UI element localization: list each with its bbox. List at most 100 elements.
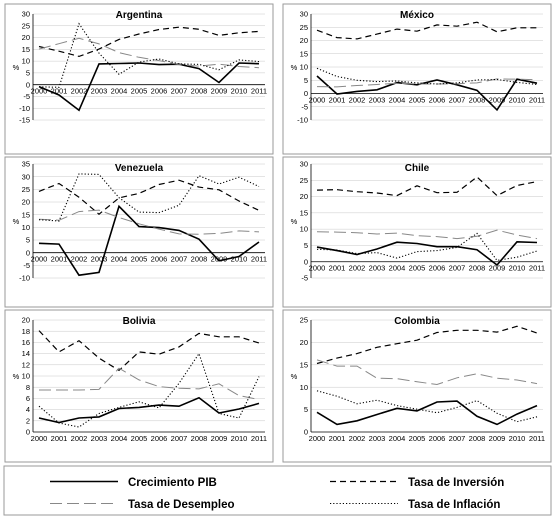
legend-label-unemp: Tasa de Desempleo [128, 499, 235, 511]
y-tick-label: 5 [26, 68, 30, 77]
y-tick-label: 18 [22, 327, 30, 336]
x-tick-label: 2003 [91, 87, 108, 96]
series-line-inv [38, 179, 260, 215]
y-axis-label: % [13, 63, 20, 72]
y-tick-label: 20 [22, 198, 30, 207]
y-tick-label: 25 [22, 21, 30, 30]
y-tick-label: 25 [300, 176, 308, 185]
y-tick-label: 5 [26, 236, 30, 245]
x-tick-label: 2009 [489, 434, 506, 443]
y-tick-label: 2 [26, 416, 30, 425]
y-tick-label: 15 [300, 208, 308, 217]
x-tick-label: 2003 [369, 264, 386, 273]
y-tick-label: 30 [300, 160, 308, 169]
y-tick-label: 15 [300, 360, 308, 369]
x-tick-label: 2006 [429, 264, 446, 273]
x-tick-label: 2005 [409, 264, 426, 273]
x-tick-label: 2005 [131, 434, 148, 443]
x-tick-label: 2006 [151, 87, 168, 96]
x-tick-label: 2010 [231, 255, 248, 264]
legend-label-infl: Tasa de Inflación [408, 499, 500, 511]
y-tick-label: -5 [23, 92, 30, 101]
y-tick-label: -10 [297, 116, 308, 125]
series-line-unemp [316, 229, 538, 240]
x-tick-label: 2001 [329, 264, 346, 273]
x-tick-label: 2000 [31, 434, 48, 443]
x-tick-label: 2008 [469, 264, 486, 273]
x-tick-label: 2007 [171, 434, 188, 443]
y-tick-label: -5 [301, 274, 308, 283]
x-tick-label: 2000 [31, 255, 48, 264]
legend-label-gdp: Crecimiento PIB [128, 477, 217, 489]
x-tick-label: 2007 [449, 434, 466, 443]
legend: Crecimiento PIB Tasa de Inversión Tasa d… [3, 465, 552, 516]
y-tick-label: 5 [304, 76, 308, 85]
x-tick-label: 2010 [231, 87, 248, 96]
series-line-gdp [316, 240, 538, 267]
y-tick-label: 20 [300, 338, 308, 347]
x-tick-label: 2004 [389, 264, 406, 273]
series-line-inv [38, 26, 260, 58]
x-tick-label: 2005 [131, 255, 148, 264]
x-tick-label: 2010 [509, 264, 526, 273]
series-line-inv [316, 325, 538, 365]
y-tick-label: 25 [300, 23, 308, 32]
y-tick-label: 16 [22, 338, 30, 347]
x-tick-label: 2002 [349, 264, 366, 273]
x-tick-label: 2000 [31, 87, 48, 96]
y-tick-label: 5 [304, 241, 308, 250]
series-line-unemp [316, 359, 538, 386]
x-tick-label: 2008 [191, 255, 208, 264]
x-tick-label: 2011 [251, 255, 267, 264]
series-line-gdp [316, 75, 538, 112]
chart-title-colombia: Colombia [394, 316, 440, 327]
y-tick-label: 12 [22, 360, 30, 369]
y-tick-label: 10 [22, 57, 30, 66]
y-tick-label: 20 [22, 33, 30, 42]
y-axis-label: % [291, 63, 298, 72]
x-tick-label: 2005 [409, 434, 426, 443]
x-tick-label: 2000 [309, 434, 326, 443]
panel-border [4, 3, 274, 155]
y-tick-label: 0 [26, 428, 30, 437]
x-tick-label: 2009 [211, 255, 228, 264]
x-tick-label: 2004 [111, 87, 128, 96]
x-tick-label: 2003 [91, 434, 108, 443]
y-tick-label: -5 [23, 261, 30, 270]
x-tick-label: 2008 [191, 434, 208, 443]
y-axis-label: % [13, 217, 20, 226]
y-tick-label: 6 [26, 394, 30, 403]
x-tick-label: 2004 [389, 434, 406, 443]
y-tick-label: 30 [22, 172, 30, 181]
y-tick-label: 10 [300, 63, 308, 72]
x-tick-label: 2001 [51, 255, 68, 264]
x-tick-label: 2011 [251, 87, 267, 96]
x-tick-label: 2011 [529, 264, 545, 273]
x-tick-label: 2009 [489, 264, 506, 273]
x-tick-label: 2007 [449, 96, 466, 105]
y-tick-label: 20 [22, 316, 30, 325]
series-line-gdp [316, 400, 538, 426]
y-tick-label: 25 [22, 185, 30, 194]
y-tick-label: 10 [22, 372, 30, 381]
x-tick-label: 2003 [91, 255, 108, 264]
x-tick-label: 2006 [429, 96, 446, 105]
chart-title-venezuela: Venezuela [115, 163, 164, 174]
series-line-unemp [38, 209, 260, 235]
series-line-unemp [38, 37, 260, 69]
x-tick-label: 2001 [329, 96, 346, 105]
x-tick-label: 2002 [71, 434, 88, 443]
series-line-unemp [39, 367, 260, 400]
x-tick-label: 2008 [469, 434, 486, 443]
y-tick-label: 10 [300, 383, 308, 392]
x-tick-label: 2000 [309, 264, 326, 273]
y-tick-label: -5 [301, 102, 308, 111]
x-tick-label: 2005 [131, 87, 148, 96]
y-axis-label: % [291, 217, 298, 226]
x-tick-label: 2002 [349, 96, 366, 105]
x-tick-label: 2008 [191, 87, 208, 96]
x-tick-label: 2009 [211, 87, 228, 96]
x-tick-label: 2002 [71, 87, 88, 96]
